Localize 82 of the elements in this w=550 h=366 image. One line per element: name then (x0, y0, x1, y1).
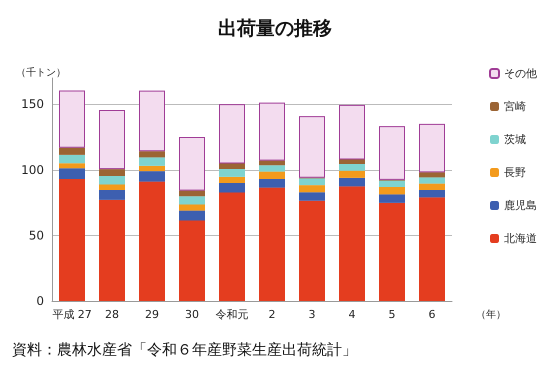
x-tick-label: 28 (105, 308, 119, 321)
bar (59, 168, 85, 180)
bar (179, 204, 205, 211)
bar (179, 220, 205, 301)
bar (419, 172, 445, 178)
bar (59, 179, 85, 301)
bar (99, 110, 125, 170)
bar (99, 190, 125, 200)
bar (139, 171, 165, 182)
bar (299, 185, 325, 192)
bar (219, 104, 245, 164)
x-tick-label: 4 (348, 308, 356, 321)
bar (299, 192, 325, 201)
bar (139, 166, 165, 172)
y-axis-title: （千トン） (16, 66, 66, 78)
bar (219, 176, 245, 183)
bar (339, 104, 365, 160)
y-tick-label: 150 (21, 97, 44, 112)
bar (339, 186, 365, 301)
bar (379, 187, 405, 194)
bar (299, 116, 325, 178)
bar (299, 200, 325, 301)
legend-label: 長野 (504, 166, 526, 179)
x-tick-label: 30 (185, 308, 199, 321)
x-tick-label: 2 (268, 308, 276, 321)
bar (259, 165, 285, 172)
chart-title: 出荷量の推移 (218, 18, 332, 40)
bar (99, 184, 125, 190)
x-tick-label: 平成 27 (52, 308, 92, 321)
bar (139, 151, 165, 158)
x-tick-label: 6 (428, 308, 436, 321)
bar (419, 197, 445, 301)
bar (379, 180, 405, 188)
y-tick-label: 100 (21, 162, 44, 177)
text: 資料：農林水産省「令和６年産野菜生産出荷統計」 (12, 340, 357, 358)
bar (419, 124, 445, 172)
x-tick-label: 29 (145, 308, 159, 321)
bar (299, 178, 325, 186)
bar (379, 126, 405, 180)
bar (339, 159, 365, 164)
bar (99, 200, 125, 301)
bar (59, 163, 85, 168)
bar (419, 177, 445, 184)
x-tick-label: 3 (308, 308, 316, 321)
bar (179, 137, 205, 191)
bar (179, 190, 205, 196)
legend-label: 鹿児島 (504, 199, 537, 212)
bar (259, 102, 285, 161)
x-tick-label: 令和元 (216, 308, 248, 321)
bar (59, 154, 85, 164)
bar (59, 90, 85, 148)
bar (139, 182, 165, 301)
x-axis-title: （年） (476, 308, 506, 320)
bar (179, 196, 205, 204)
bar (59, 148, 85, 155)
bar (259, 172, 285, 180)
bar (259, 179, 285, 188)
bar (219, 169, 245, 177)
bar (339, 164, 365, 171)
bar (379, 202, 405, 301)
y-tick-label: 50 (28, 228, 44, 242)
bar (219, 192, 245, 301)
bar (419, 190, 445, 198)
bar (179, 210, 205, 220)
legend-label: 宮崎 (504, 100, 526, 113)
legend-label: 茨城 (504, 133, 526, 146)
bar (99, 176, 125, 185)
bar (139, 157, 165, 166)
legend-label: その他 (504, 67, 537, 80)
bar (139, 90, 165, 152)
y-tick-label: 0 (36, 294, 44, 308)
legend-label: 北海道 (504, 232, 537, 245)
bar (339, 170, 365, 178)
bar (259, 188, 285, 301)
bar (419, 184, 445, 190)
bar (339, 178, 365, 186)
bar (259, 160, 285, 166)
bar (219, 164, 245, 170)
bar (99, 169, 125, 176)
bar (219, 182, 245, 193)
x-tick-label: 5 (388, 308, 396, 321)
bar (379, 194, 405, 203)
